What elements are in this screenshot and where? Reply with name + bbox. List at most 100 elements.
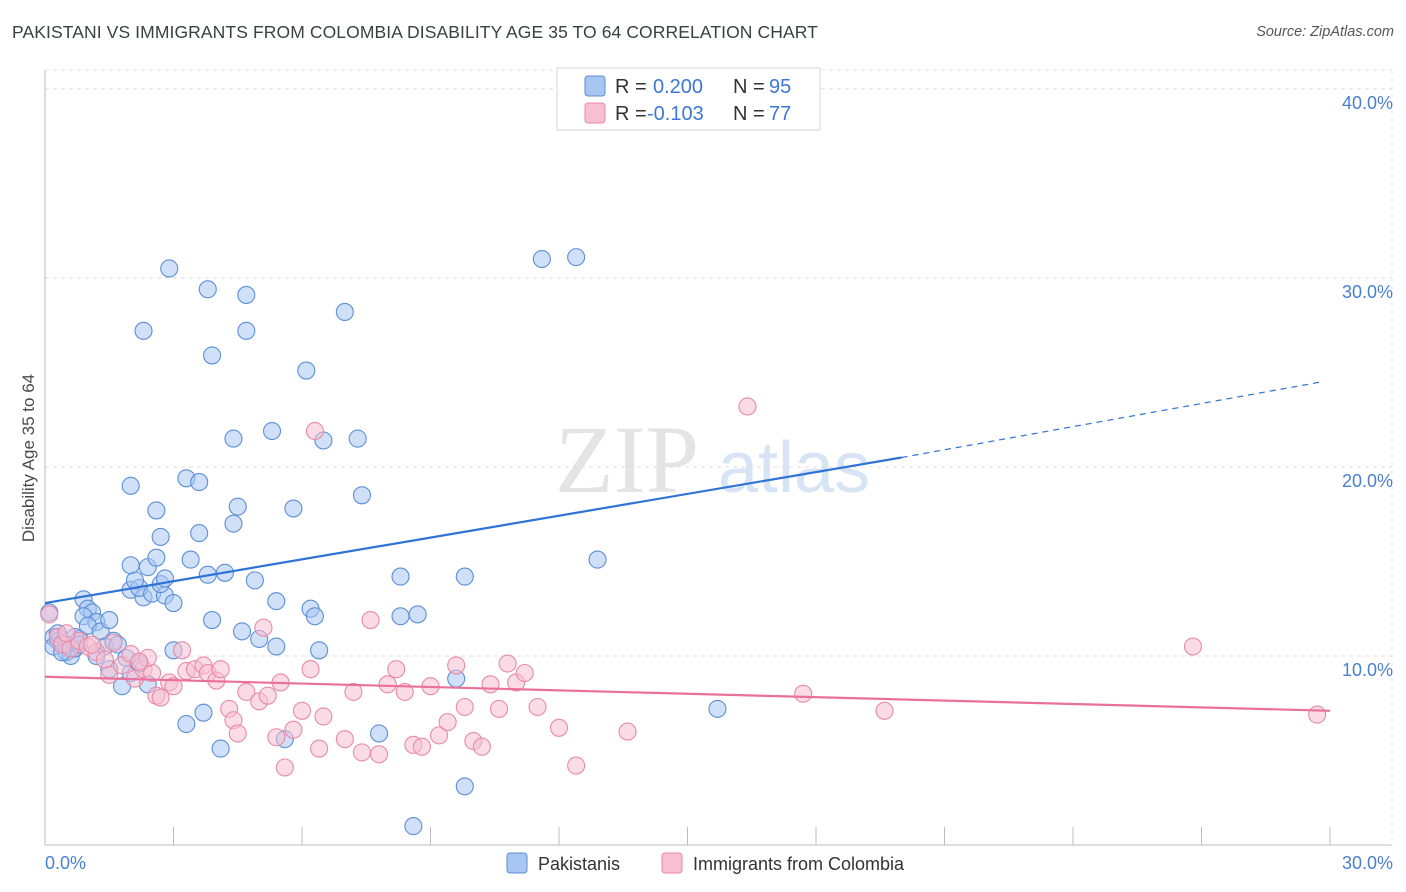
point-colombia <box>412 737 431 756</box>
watermark-zip: ZIP <box>555 406 699 513</box>
point-pakistanis <box>190 473 209 492</box>
point-pakistanis <box>532 249 551 269</box>
point-colombia <box>211 660 230 679</box>
point-pakistanis <box>194 703 213 722</box>
point-colombia <box>83 635 102 654</box>
point-colombia <box>254 618 273 637</box>
point-pakistanis <box>237 321 256 340</box>
correlation-legend: R = 0.200 N = 95 R = -0.103 N = 77 <box>556 67 821 131</box>
trend-line-colombia <box>44 675 1331 712</box>
y-axis-label: Disability Age 35 to 64 <box>19 374 38 542</box>
point-colombia <box>314 707 333 726</box>
bottom-legend-swatch-colombia <box>661 852 683 874</box>
point-colombia <box>164 677 183 696</box>
point-pakistanis <box>335 302 354 322</box>
x-tick-label: 0.0% <box>45 853 86 873</box>
point-colombia <box>104 633 123 652</box>
point-colombia <box>489 699 509 718</box>
point-pakistanis <box>100 611 119 630</box>
x-tick-label: 30.0% <box>1342 853 1393 873</box>
legend-n-value-1: 95 <box>769 76 791 98</box>
point-pakistanis <box>404 817 423 836</box>
point-pakistanis <box>391 567 410 586</box>
point-colombia <box>130 652 149 671</box>
legend-n-label-1: N = <box>733 76 765 98</box>
point-colombia <box>237 682 256 701</box>
point-colombia <box>352 743 372 762</box>
source-note: Source: ZipAtlas.com <box>1256 24 1394 40</box>
point-pakistanis <box>352 486 372 505</box>
point-colombia <box>173 641 192 660</box>
point-colombia <box>567 756 586 775</box>
legend-r-label-1: R = <box>615 76 647 98</box>
point-pakistanis <box>134 321 153 340</box>
point-pakistanis <box>310 641 329 660</box>
point-pakistanis <box>391 607 410 626</box>
point-pakistanis <box>262 421 282 441</box>
point-colombia <box>228 724 247 743</box>
point-colombia <box>301 660 320 679</box>
point-colombia <box>1183 637 1202 656</box>
series-legend: Pakistanis Immigrants from Colombia <box>506 852 905 874</box>
point-pakistanis <box>237 285 256 304</box>
trend-line-pakistanis <box>44 456 902 605</box>
y-tick-label: 20.0% <box>1342 471 1393 491</box>
bottom-legend-label-colombia: Immigrants from Colombia <box>693 854 905 874</box>
point-colombia <box>151 688 170 707</box>
point-pakistanis <box>370 724 389 743</box>
point-colombia <box>738 397 757 416</box>
legend-swatch-colombia <box>584 102 606 124</box>
point-pakistanis <box>151 527 170 546</box>
point-pakistanis <box>455 567 474 586</box>
point-colombia <box>498 654 517 673</box>
chart-title: PAKISTANI VS IMMIGRANTS FROM COLOMBIA DI… <box>12 22 818 42</box>
point-colombia <box>40 605 59 624</box>
point-colombia <box>335 730 354 749</box>
point-pakistanis <box>203 611 222 630</box>
trend-line-pakistanis-extension <box>901 381 1322 459</box>
point-colombia <box>378 675 397 694</box>
point-colombia <box>57 624 76 643</box>
tick-labels: 10.0% 20.0% 30.0% 40.0% 0.0% 30.0% <box>45 93 1393 873</box>
point-pakistanis <box>348 429 367 448</box>
point-colombia <box>438 713 457 732</box>
point-colombia <box>370 745 389 764</box>
point-pakistanis <box>588 550 607 569</box>
point-pakistanis <box>160 259 179 278</box>
point-colombia <box>95 650 115 669</box>
point-pakistanis <box>267 637 286 656</box>
point-pakistanis <box>121 556 140 575</box>
point-colombia <box>794 684 813 703</box>
y-tick-label: 40.0% <box>1342 93 1393 113</box>
point-pakistanis <box>305 607 324 626</box>
point-pakistanis <box>190 524 209 543</box>
watermark-atlas: atlas <box>718 428 870 508</box>
point-colombia <box>395 682 414 701</box>
point-pakistanis <box>224 429 243 448</box>
point-pakistanis <box>228 497 247 516</box>
point-pakistanis <box>211 739 230 758</box>
point-pakistanis <box>147 501 166 520</box>
point-pakistanis <box>284 499 303 518</box>
y-tick-label: 10.0% <box>1342 660 1393 680</box>
point-colombia <box>361 611 380 630</box>
point-pakistanis <box>164 593 183 613</box>
legend-r-label-2: R = <box>615 103 647 125</box>
point-pakistanis <box>708 699 727 718</box>
bottom-legend-label-pakistanis: Pakistanis <box>538 854 620 874</box>
data-points <box>40 248 1327 836</box>
legend-swatch-pakistanis <box>584 75 606 97</box>
point-pakistanis <box>224 514 243 533</box>
point-pakistanis <box>198 280 217 299</box>
point-colombia <box>275 758 294 777</box>
point-pakistanis <box>181 550 200 569</box>
point-colombia <box>1308 705 1327 724</box>
point-pakistanis <box>267 592 286 611</box>
point-colombia <box>455 697 474 717</box>
point-colombia <box>305 421 324 441</box>
point-pakistanis <box>203 346 222 365</box>
axes <box>44 70 1392 846</box>
legend-r-value-1: 0.200 <box>653 76 703 98</box>
point-colombia <box>387 660 406 679</box>
